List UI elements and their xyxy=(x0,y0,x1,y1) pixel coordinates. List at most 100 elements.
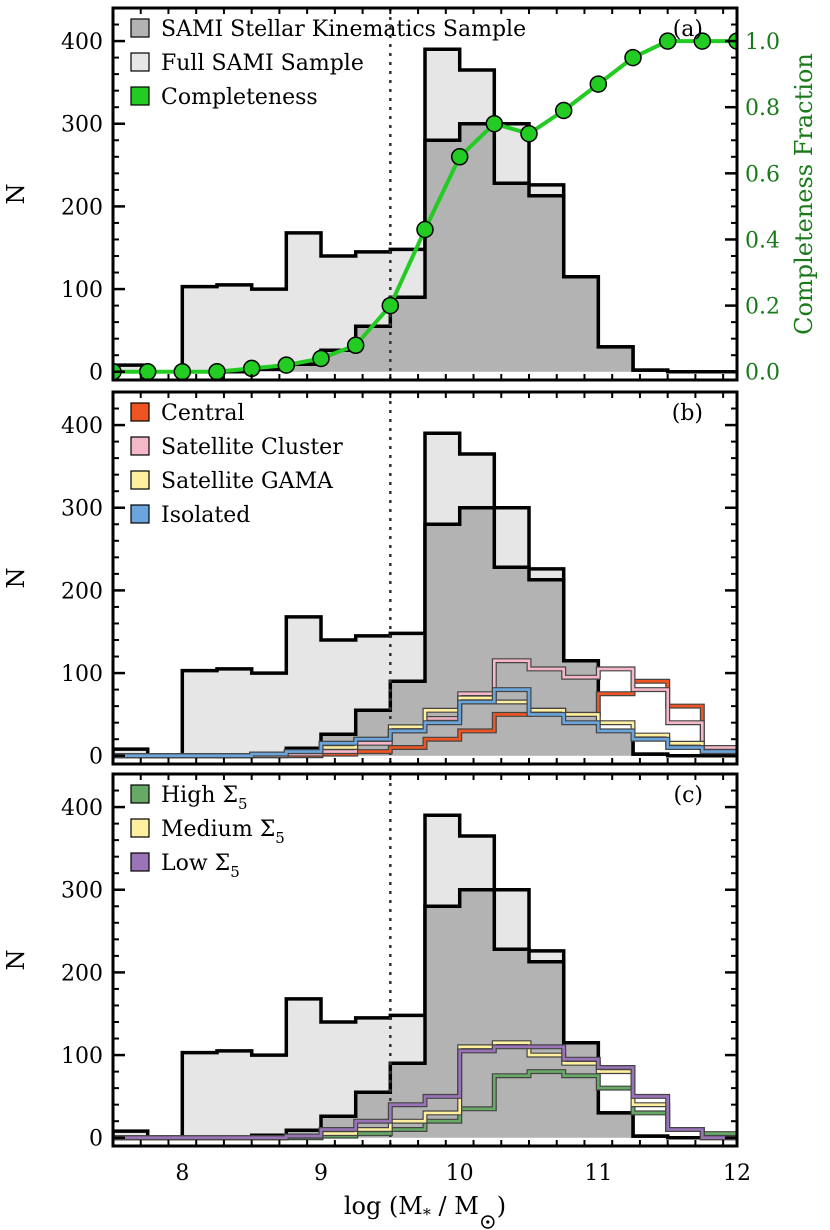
y-tick-label: 200 xyxy=(61,195,103,220)
completeness-point xyxy=(658,32,677,50)
completeness-point xyxy=(346,336,365,355)
completeness-point xyxy=(277,356,296,374)
solar-mass-icon xyxy=(481,1215,495,1229)
x-tick-labels: 8 9 10 11 12 xyxy=(175,1161,751,1186)
x-tick-label: 12 xyxy=(723,1161,751,1186)
y-tick-label: 100 xyxy=(61,278,103,303)
legend-subscript: 5 xyxy=(230,863,240,881)
legend-label: Satellite Cluster xyxy=(161,435,343,460)
plot-area xyxy=(113,774,737,1146)
x-tick-label: 10 xyxy=(446,1161,474,1186)
legend-subscript: 5 xyxy=(275,829,285,847)
y-tick-label: 100 xyxy=(61,1044,103,1069)
plot-frame xyxy=(111,6,739,382)
legend-swatch xyxy=(130,18,150,38)
y-tick-label: 400 xyxy=(61,414,103,439)
solar-dot xyxy=(486,1220,490,1224)
y-tick-label: 100 xyxy=(61,662,103,687)
completeness-point xyxy=(554,101,573,120)
y-tick-label: 300 xyxy=(61,879,103,904)
plot-area xyxy=(113,8,737,380)
legend-swatch xyxy=(130,504,150,524)
y-tick-label: 300 xyxy=(61,113,103,138)
right-axis-title: Completeness Fraction xyxy=(790,53,818,335)
series-low-line xyxy=(113,1045,737,1139)
completeness-point xyxy=(624,48,642,67)
legend-swatch xyxy=(130,784,150,804)
x-title-end: ) xyxy=(497,1192,506,1220)
panel-b: 0 100 200 300 400 N (b) Central Satellite Cluste… xyxy=(2,390,739,770)
legend-label: Isolated xyxy=(161,503,250,528)
legend-label: Full SAMI Sample xyxy=(161,51,364,76)
x-title-sub: * xyxy=(423,1205,431,1224)
legend: High Σ5 Medium Σ5 Low Σ5 xyxy=(130,783,285,881)
y-tick-label: 0 xyxy=(89,1127,103,1152)
right-tick-label: 0.0 xyxy=(745,361,780,386)
x-tick-label: 8 xyxy=(175,1161,189,1186)
right-axis: 0.0 0.2 0.4 0.6 0.8 1.0 Completeness Fraction xyxy=(725,23,818,386)
plot-frame xyxy=(111,772,739,1148)
legend-label: Completeness xyxy=(161,85,318,110)
panel-label: (a) xyxy=(673,17,703,42)
completeness-point xyxy=(381,296,400,315)
legend-swatch xyxy=(130,402,150,422)
legend-swatch xyxy=(130,852,150,872)
completeness-point xyxy=(312,349,330,368)
y-axis-title: N xyxy=(2,950,30,971)
legend-label: High Σ5 xyxy=(161,783,248,813)
completeness-point xyxy=(485,114,504,133)
legend-swatch xyxy=(130,818,150,838)
completeness-point xyxy=(138,362,157,380)
y-tick-label: 300 xyxy=(61,497,103,522)
x-axis xyxy=(139,774,725,1146)
series-isolated-line xyxy=(113,688,737,757)
legend-label: Low Σ5 xyxy=(161,851,240,881)
legend-swatch xyxy=(130,436,150,456)
completeness-point xyxy=(450,148,469,166)
legend-label: Satellite GAMA xyxy=(161,469,334,494)
y-tick-label: 200 xyxy=(61,961,103,986)
right-tick-label: 0.4 xyxy=(745,228,780,253)
x-tick-label: 9 xyxy=(314,1161,328,1186)
right-tick-label: 0.6 xyxy=(745,162,780,187)
x-tick-label: 11 xyxy=(584,1161,612,1186)
legend: Central Satellite Cluster Satellite GAMA Is… xyxy=(130,401,343,528)
completeness-point xyxy=(416,220,434,239)
legend-label: Central xyxy=(161,401,245,426)
solar-circle xyxy=(481,1215,495,1229)
legend-swatch xyxy=(130,52,150,72)
y-axis-title: N xyxy=(2,184,30,205)
y-axis: 0 100 200 300 400 N xyxy=(2,23,125,386)
x-title-part: log (M xyxy=(344,1192,423,1220)
legend-swatch xyxy=(130,86,150,106)
right-tick-label: 1.0 xyxy=(745,30,780,55)
completeness-point xyxy=(589,75,608,93)
completeness-point xyxy=(693,32,712,50)
x-axis xyxy=(139,8,725,380)
right-tick-label: 0.8 xyxy=(745,96,780,121)
legend-label: Medium Σ5 xyxy=(161,817,285,847)
panel-label: (c) xyxy=(674,783,704,808)
x-axis-title-text: log (M* / M) xyxy=(344,1192,506,1224)
x-axis xyxy=(139,392,725,764)
legend-subscript: 5 xyxy=(238,795,248,813)
y-axis: 0 100 200 300 400 N xyxy=(2,407,737,770)
panel-c: 0 100 200 300 400 N (c) High Σ5 Medium Σ5 Low Σ5 8… xyxy=(2,772,751,1186)
completeness-point xyxy=(520,124,538,143)
y-axis-title: N xyxy=(2,568,30,589)
x-title-mid: / M xyxy=(431,1192,479,1220)
plot-area xyxy=(113,392,737,764)
legend-swatch xyxy=(130,470,150,490)
completeness-point xyxy=(173,362,192,380)
plot-frame xyxy=(111,390,739,766)
y-tick-label: 0 xyxy=(89,361,103,386)
x-axis-title: log (M* / M) xyxy=(344,1192,506,1229)
panel-label: (b) xyxy=(672,401,703,426)
legend-label: SAMI Stellar Kinematics Sample xyxy=(161,17,526,42)
y-tick-label: 200 xyxy=(61,579,103,604)
legend: SAMI Stellar Kinematics Sample Full SAMI … xyxy=(130,17,526,110)
y-tick-label: 400 xyxy=(61,30,103,55)
y-axis: 0 100 200 300 400 N xyxy=(2,789,737,1152)
